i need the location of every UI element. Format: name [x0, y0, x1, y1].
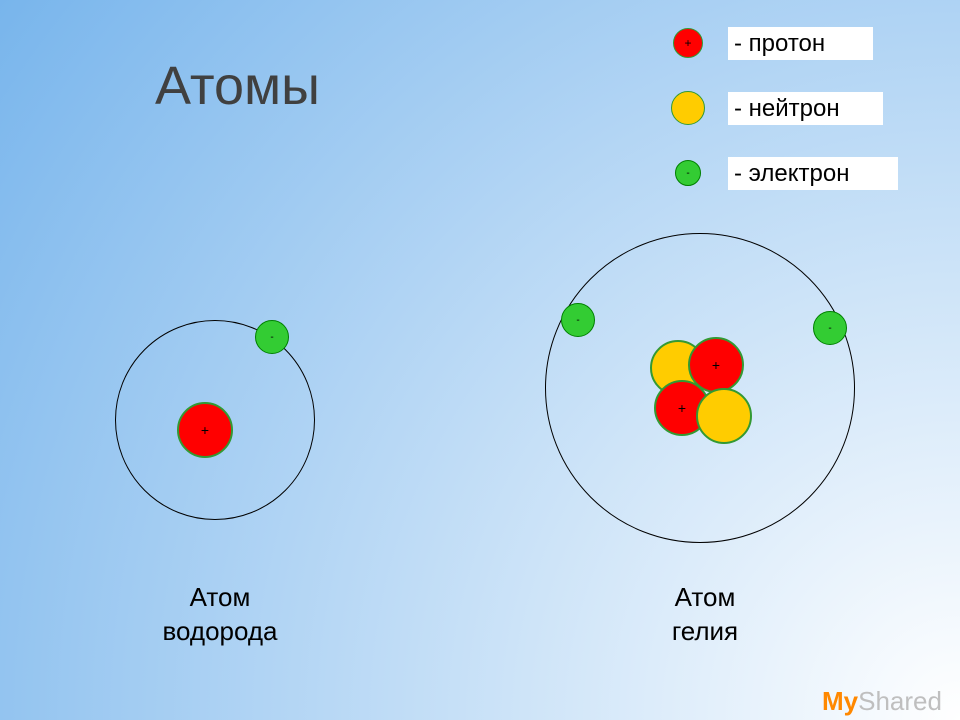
caption-helium: Атомгелия	[620, 580, 790, 648]
watermark-prefix: My	[822, 686, 858, 716]
caption-helium-line2: гелия	[620, 614, 790, 648]
helium-electron-4: -	[561, 303, 595, 337]
caption-helium-line1: Атом	[620, 580, 790, 614]
title-text: Атомы	[155, 56, 320, 116]
legend-neutron-label: - нейтрон	[728, 92, 883, 125]
legend-electron-icon: -	[675, 160, 701, 186]
caption-hydrogen-line1: Атом	[130, 580, 310, 614]
helium-neutron-3	[696, 388, 752, 444]
diagram-stage: Атомы + - протон - нейтрон - - электрон + - Ат…	[0, 0, 960, 720]
helium-electron-5: -	[813, 311, 847, 345]
legend-neutron-icon	[671, 91, 705, 125]
watermark: MyShared	[822, 686, 942, 717]
legend-proton-label: - протон	[728, 27, 873, 60]
caption-hydrogen: Атомводорода	[130, 580, 310, 648]
hydrogen-electron-1: -	[255, 320, 289, 354]
hydrogen-proton-0: +	[177, 402, 233, 458]
legend-proton-icon: +	[673, 28, 703, 58]
caption-hydrogen-line2: водорода	[130, 614, 310, 648]
watermark-suffix: Shared	[858, 686, 942, 716]
legend-electron-label: - электрон	[728, 157, 898, 190]
page-title: Атомы	[155, 55, 320, 117]
